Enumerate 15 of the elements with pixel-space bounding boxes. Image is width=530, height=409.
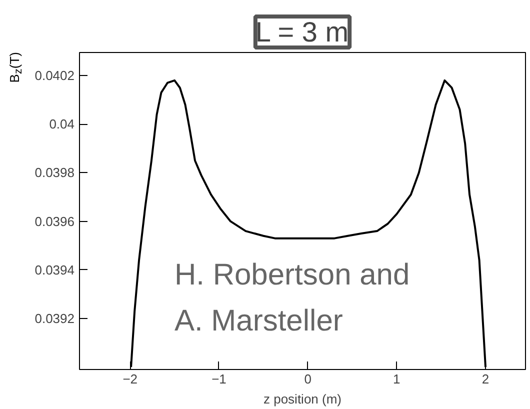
y-tick-label: 0.0392: [34, 310, 75, 326]
x-tick-label: 2: [482, 372, 490, 386]
x-tick-label: −1: [212, 372, 226, 386]
x-tick-label: −2: [122, 372, 138, 386]
annotation: H. Robertson and: [174, 258, 410, 292]
y-tick-label: 0.0398: [34, 165, 75, 180]
y-tick-label: 0.0396: [34, 214, 75, 229]
chart-title: L = 3 m: [255, 16, 349, 48]
y-tick-label: 0.0394: [34, 262, 75, 278]
x-tick-label: 1: [393, 372, 400, 386]
annotation: A. Marsteller: [174, 304, 343, 338]
x-tick-label: 0: [304, 372, 312, 386]
x-axis-title: z position (m): [263, 392, 342, 406]
y-tick-label: 0.0402: [34, 68, 75, 84]
y-tick-label: 0.04: [49, 116, 75, 132]
